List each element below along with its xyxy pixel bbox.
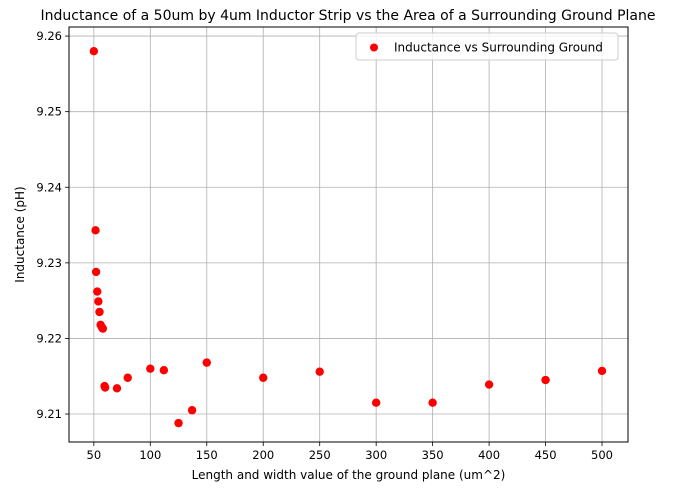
data-point — [484, 380, 494, 389]
data-point — [94, 297, 103, 306]
chart-title: Inductance of a 50um by 4um Inductor Str… — [41, 8, 656, 24]
data-point — [89, 46, 99, 56]
y-tick-label: 9.25 — [36, 105, 62, 119]
vertical-grid-lines — [93, 27, 603, 442]
x-tick-label: 250 — [309, 448, 331, 462]
y-tick-label: 9.23 — [36, 256, 62, 270]
data-point — [91, 267, 101, 277]
data-point — [259, 373, 268, 382]
y-axis-ticks: 9.21 9.22 9.23 9.24 9.25 9.26 — [36, 29, 69, 421]
x-tick-label: 200 — [252, 448, 274, 462]
legend-entry-label: Inductance vs Surrounding Ground — [394, 41, 603, 55]
data-point — [174, 418, 183, 428]
y-tick-label: 9.22 — [36, 331, 62, 345]
legend-box — [355, 32, 619, 61]
data-point — [100, 383, 110, 392]
data-point — [159, 365, 169, 375]
x-tick-label: 50 — [87, 448, 102, 462]
data-points — [89, 46, 607, 428]
data-point — [93, 287, 102, 296]
legend: Inductance vs Surrounding Ground — [355, 32, 619, 61]
data-point — [202, 358, 211, 367]
data-point — [95, 307, 104, 317]
data-point — [98, 324, 108, 333]
x-tick-label: 100 — [139, 448, 161, 462]
y-tick-label: 9.26 — [36, 29, 62, 43]
data-point — [315, 367, 324, 376]
plot-frame — [68, 26, 629, 443]
legend-marker — [370, 43, 378, 52]
data-point — [187, 406, 197, 415]
data-point — [146, 364, 155, 373]
x-tick-label: 150 — [196, 448, 218, 462]
x-axis-ticks: 50 100 150 200 250 300 350 400 450 500 — [87, 442, 613, 462]
x-tick-label: 300 — [365, 448, 387, 462]
data-point — [91, 226, 100, 235]
y-axis-label: Inductance (pH) — [13, 186, 27, 282]
data-point — [428, 398, 437, 407]
x-tick-label: 350 — [422, 448, 444, 462]
data-point — [597, 366, 607, 376]
x-tick-label: 500 — [591, 448, 613, 462]
x-tick-label: 450 — [535, 448, 557, 462]
data-point — [541, 375, 550, 385]
data-point — [123, 373, 132, 382]
data-point — [371, 398, 381, 407]
y-tick-label: 9.24 — [36, 180, 62, 194]
x-tick-label: 400 — [478, 448, 500, 462]
data-point — [112, 384, 122, 393]
x-axis-label: Length and width value of the ground pla… — [192, 468, 506, 482]
y-tick-label: 9.21 — [36, 407, 62, 421]
